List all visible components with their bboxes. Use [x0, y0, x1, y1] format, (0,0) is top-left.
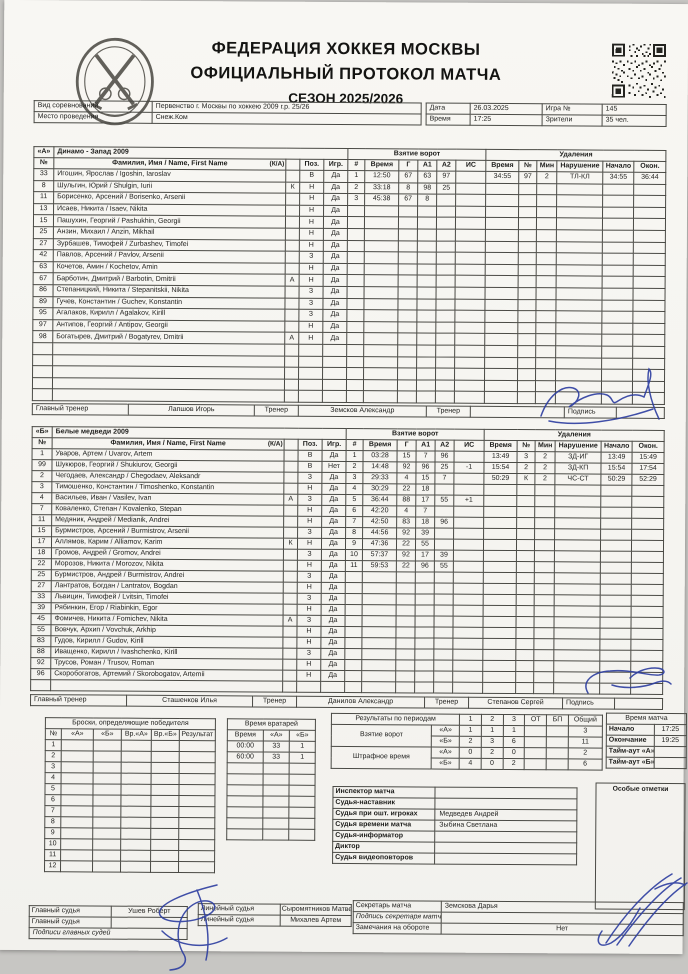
special-marks-title: Особые отметки: [612, 785, 669, 793]
time-value: 17:25: [470, 114, 543, 126]
qr-code-icon: [611, 43, 667, 98]
competition-label: Вид соревнований: [34, 100, 153, 113]
goalie-time-title: Время вратарей: [227, 718, 316, 731]
team-b-code: «Б»: [32, 426, 53, 438]
linesman1-name: Сыромятников Матвей: [280, 904, 352, 916]
table-row: Судья видеоповторов: [332, 852, 577, 865]
game-number-label: Игра №: [542, 103, 603, 116]
special-marks-box: Особые отметки: [594, 782, 686, 911]
linesmen-block: Линейный судья Сыромятников Матвей Линей…: [198, 903, 352, 927]
team-a-staff-row: Главный тренер Лапшов Игорь Тренер Земск…: [32, 403, 665, 419]
team-a-code: «А»: [33, 146, 54, 158]
coach-label: Тренер: [252, 695, 297, 708]
coach2-name: Степанов Сергей: [468, 697, 563, 709]
spectators-label: Зрители: [542, 114, 603, 127]
referees-signatures-label: Подписи главных судей: [29, 927, 188, 940]
table-row: [227, 773, 316, 786]
referees-sign-block: Главный судья Ушев Роберт Главный судья …: [29, 905, 188, 940]
penalty-minutes-label: Штрафное время: [331, 746, 432, 770]
table-row: [226, 806, 315, 819]
name-column-header: Фамилия, Имя / Name, First Name (К/А): [52, 437, 285, 451]
table-row: [226, 784, 316, 797]
notes-label: Замечания на обороте: [353, 922, 442, 935]
signature-label: Подпись: [564, 406, 617, 419]
goals-section-title: Взятие ворот: [346, 428, 485, 441]
secretary-block: Секретарь матча Земскова Дарья Подпись с…: [353, 900, 684, 936]
federation-logo-icon: [68, 34, 163, 129]
team-b-staff-row: Главный тренер Сташенков Илья Тренер Дан…: [30, 694, 663, 710]
table-row: 60:00 33 1: [227, 751, 316, 764]
venue-value: Снеж.Ком: [152, 112, 422, 125]
secretary-label: Секретарь матча: [353, 900, 442, 913]
officials-table: Инспектор матча Судья-наставник Судья при …: [332, 786, 578, 865]
goals-by-period-label: Взятие ворот: [331, 724, 432, 748]
table-row: [226, 795, 315, 808]
team-a-signature-area: [616, 407, 665, 419]
head-referee-label: Главный судья: [29, 905, 112, 918]
head-referee-name: Ушев Роберт: [111, 906, 188, 918]
table-row: [226, 828, 315, 841]
head-referee2-name: [111, 917, 188, 929]
team-a-roster-table: «А» Динамо - Запад 2009 Взятие ворот Уда…: [32, 146, 667, 405]
coach2-name: [470, 406, 565, 418]
period-results-title: Результаты по периодам: [331, 713, 460, 726]
shootout-table: Броски, определяющие победителя № «А» «Б…: [44, 717, 216, 873]
team-b-signature-area: [614, 698, 663, 710]
name-column-header: Фамилия, Имя / Name, First Name (К/А): [53, 157, 286, 171]
table-row: Тайм-аут «Б»: [606, 757, 687, 769]
time-label: Время: [426, 113, 471, 126]
table-row: Окончание 19:25: [606, 735, 687, 747]
match-time-title: Время матча: [606, 713, 687, 725]
venue-label: Место проведения: [34, 111, 153, 124]
linesman-label: Линейный судья: [198, 903, 281, 916]
period-results-table: Результаты по периодам 1 2 3 ОТ БП Общий…: [331, 713, 603, 771]
game-number-value: 145: [602, 104, 667, 116]
coach1-name: Земсков Александр: [298, 405, 427, 418]
roster-row: [32, 388, 665, 405]
team-b-roster-table: «Б» Белые медведи 2009 Взятие ворот Удал…: [30, 426, 665, 695]
table-row: Тайм-аут «А»: [606, 746, 687, 758]
head-coach-name: Лапшов Игорь: [128, 404, 255, 416]
document-header: ФЕДЕРАЦИЯ ХОККЕЯ МОСКВЫ ОФИЦИАЛЬНЫЙ ПРОТ…: [4, 38, 688, 108]
coach1-name: Данилов Александр: [296, 696, 425, 708]
goals-section-title: Взятие ворот: [347, 148, 487, 161]
goalie-time-table: Время вратарей Время «А» «Б» 00:00 33 1 60:…: [226, 718, 316, 841]
secretary-sign-label: Подпись секретаря матча: [353, 911, 442, 924]
head-coach-label: Главный тренер: [30, 694, 127, 707]
head-coach-label: Главный тренер: [32, 403, 129, 416]
coach-label: Тренер: [426, 406, 471, 418]
table-row: [227, 762, 316, 775]
spectators-value: 35 чел.: [602, 115, 667, 127]
federation-name: ФЕДЕРАЦИЯ ХОККЕЯ МОСКВЫ: [211, 39, 481, 59]
competition-info-table: Вид соревнований Первенство г. Москвы по…: [34, 100, 422, 125]
match-time-table: Время матча Начало 17:25 Окончание 19:25 Тай…: [606, 713, 687, 769]
linesman2-name: Михалев Артем: [280, 915, 352, 927]
signature-label: Подпись: [562, 697, 615, 710]
page-title: ОФИЦИАЛЬНЫЙ ПРОТОКОЛ МАТЧА: [190, 64, 502, 84]
coach-label: Тренер: [424, 696, 469, 709]
head-referee-label: Главный судья: [29, 916, 112, 929]
notes-value: Нет: [441, 923, 684, 936]
head-coach-name: Сташенков Илья: [126, 695, 253, 707]
match-info-table: Дата 26.03.2025 Игра № 145 Время 17:25 З…: [426, 102, 667, 127]
table-row: [226, 817, 315, 830]
table-row: Начало 17:25: [606, 724, 687, 736]
coach-label: Тренер: [254, 404, 299, 417]
linesman-label: Линейный судья: [198, 914, 281, 927]
table-row: 00:00 33 1: [227, 740, 316, 753]
table-row: 12: [44, 860, 215, 873]
date-value: 26.03.2025: [470, 103, 543, 115]
date-label: Дата: [426, 102, 471, 115]
